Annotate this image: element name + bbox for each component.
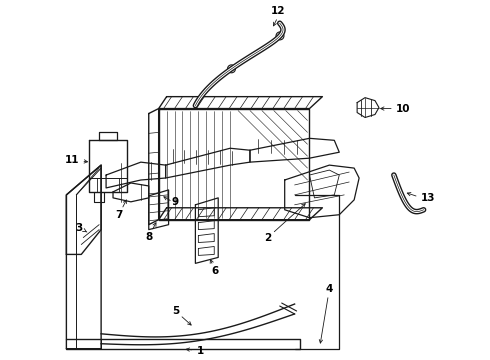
Text: 13: 13: [420, 193, 435, 203]
Text: 3: 3: [75, 222, 83, 233]
Text: 11: 11: [65, 155, 79, 165]
Text: 10: 10: [396, 104, 410, 113]
Text: 2: 2: [264, 233, 271, 243]
Text: 7: 7: [115, 210, 122, 220]
Text: 1: 1: [196, 346, 204, 356]
Text: 5: 5: [172, 306, 179, 316]
Text: 4: 4: [326, 284, 333, 294]
Text: 8: 8: [145, 231, 152, 242]
Text: 6: 6: [212, 266, 219, 276]
Text: 12: 12: [270, 6, 285, 16]
Text: 9: 9: [172, 197, 179, 207]
